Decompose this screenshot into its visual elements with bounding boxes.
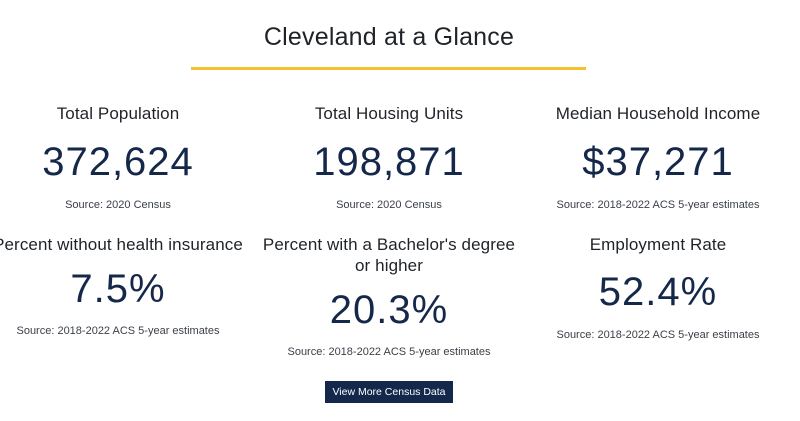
stat-label: Total Population (56, 104, 180, 123)
stat-source: Source: 2018-2022 ACS 5-year estimates (16, 325, 220, 337)
stat-label: Median Household Income (555, 104, 761, 123)
stat-employment-rate: Employment Rate 52.4% Source: 2018-2022 … (528, 234, 788, 342)
view-more-census-data-button[interactable]: View More Census Data (325, 381, 453, 403)
stat-median-household-income: Median Household Income $37,271 Source: … (528, 103, 788, 212)
stat-total-housing-units: Total Housing Units 198,871 Source: 2020… (259, 103, 519, 212)
stat-label: Percent without health insurance (0, 235, 243, 254)
stat-label: Total Housing Units (314, 104, 464, 123)
stat-value: 52.4% (598, 270, 718, 314)
stat-label: Percent with a Bachelor's degree or high… (262, 235, 516, 275)
stat-source: Source: 2018-2022 ACS 5-year estimates (556, 199, 760, 211)
stat-value: 20.3% (329, 288, 449, 332)
stat-percent-bachelors: Percent with a Bachelor's degree or high… (259, 234, 519, 359)
stat-source: Source: 2018-2022 ACS 5-year estimates (287, 346, 491, 358)
title-underline (191, 67, 586, 70)
stat-source: Source: 2020 Census (336, 199, 442, 211)
stat-label: Employment Rate (589, 235, 727, 254)
stat-percent-uninsured: Percent without health insurance 7.5% So… (0, 234, 248, 338)
stat-source: Source: 2018-2022 ACS 5-year estimates (556, 329, 760, 341)
stat-value: $37,271 (582, 140, 734, 184)
stat-total-population: Total Population 372,624 Source: 2020 Ce… (0, 103, 248, 212)
page-title: Cleveland at a Glance (263, 23, 515, 51)
stat-value: 372,624 (42, 140, 194, 184)
stat-value: 7.5% (70, 267, 166, 311)
stat-source: Source: 2020 Census (65, 199, 171, 211)
stat-value: 198,871 (313, 140, 465, 184)
